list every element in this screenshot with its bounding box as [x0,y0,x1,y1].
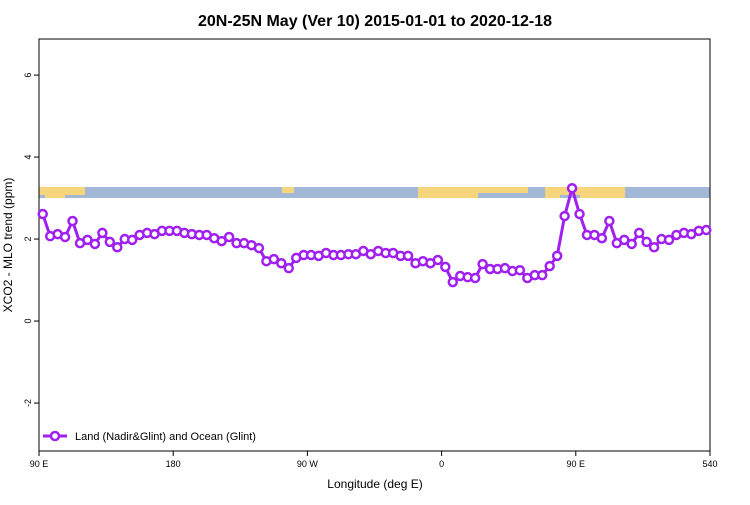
y-axis-label: XCO2 - MLO trend (ppm) [1,178,15,313]
point [268,253,280,265]
point [469,272,481,284]
point [97,227,108,239]
y-tick-label: -2 [23,399,33,407]
point [283,262,295,274]
x-axis-label: Longitude (deg E) [327,477,422,491]
legend-label: Land (Nadir&Glint) and Ocean (Glint) [75,431,256,443]
point [89,238,101,250]
point [514,264,526,276]
point [402,250,414,262]
point [126,234,138,246]
y-tick-label: 2 [23,237,33,242]
point [223,231,235,243]
x-tick-label: 180 [166,459,181,469]
point [104,236,116,248]
x-tick-label: 0 [439,459,444,469]
point [566,182,578,194]
point [440,261,451,273]
plot-frame [38,38,711,452]
x-tick-label: 90 W [297,459,319,469]
map-strip [39,187,710,198]
point [432,254,444,266]
point [67,215,78,227]
point [537,269,548,281]
point [276,257,287,269]
point [626,238,637,250]
point [574,208,585,220]
x-tick-label: 90 E [567,459,586,469]
y-tick-label: 4 [23,155,33,160]
y-tick-label: 6 [23,73,33,78]
point [477,258,488,270]
point [59,231,71,243]
point [37,208,48,220]
point [253,242,265,254]
point [619,234,630,246]
point [701,224,712,236]
legend-marker [49,430,61,442]
point [544,260,555,272]
point [82,234,93,246]
point [559,210,570,222]
point [551,250,563,262]
point [596,232,608,244]
x-tick-label: 90 E [30,459,49,469]
point [633,227,645,239]
y-tick-label: 0 [23,319,33,324]
point [663,234,675,246]
x-tick-label: 540 [702,459,717,469]
point [216,235,227,247]
point [648,242,660,253]
point [447,276,459,288]
point [641,236,652,248]
point [604,215,615,227]
chart-title: 20N-25N May (Ver 10) 2015-01-01 to 2020-… [198,13,552,30]
point [112,242,123,253]
